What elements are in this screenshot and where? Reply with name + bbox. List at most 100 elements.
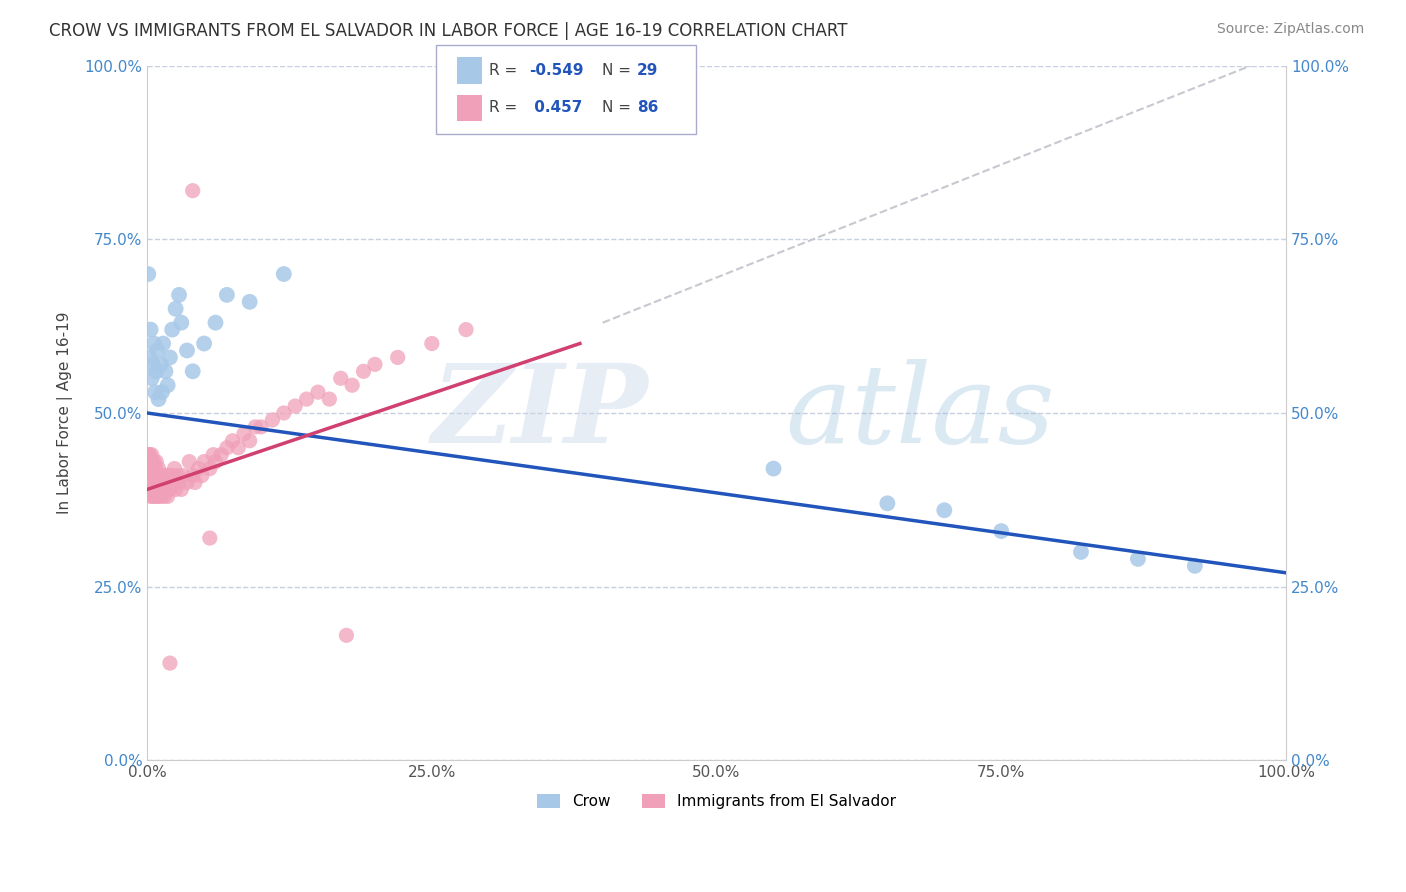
Point xyxy=(167,468,190,483)
Point xyxy=(136,267,159,281)
Point xyxy=(148,461,170,475)
Point xyxy=(215,441,238,455)
Point xyxy=(329,371,352,385)
Point xyxy=(273,406,295,420)
Point xyxy=(145,468,167,483)
Point xyxy=(245,420,267,434)
Point xyxy=(173,468,195,483)
Point xyxy=(170,483,193,497)
Point xyxy=(150,385,173,400)
Point xyxy=(159,483,181,497)
Point xyxy=(148,392,170,406)
Point xyxy=(159,656,181,670)
Point xyxy=(156,378,179,392)
Text: -0.549: -0.549 xyxy=(529,63,583,78)
Point xyxy=(204,316,226,330)
Point xyxy=(153,489,176,503)
Point xyxy=(146,489,169,503)
Point xyxy=(176,343,198,358)
Point xyxy=(165,483,187,497)
Point xyxy=(157,468,180,483)
Text: atlas: atlas xyxy=(785,359,1054,467)
Point xyxy=(233,426,256,441)
Point xyxy=(142,475,165,490)
Point xyxy=(934,503,956,517)
Point xyxy=(191,468,214,483)
Text: CROW VS IMMIGRANTS FROM EL SALVADOR IN LABOR FORCE | AGE 16-19 CORRELATION CHART: CROW VS IMMIGRANTS FROM EL SALVADOR IN L… xyxy=(49,22,848,40)
Point xyxy=(148,475,170,490)
Point xyxy=(149,357,172,371)
Point xyxy=(181,184,204,198)
Point xyxy=(284,399,307,413)
Point xyxy=(152,475,174,490)
Point xyxy=(273,267,295,281)
Point xyxy=(193,336,215,351)
Point xyxy=(136,448,159,462)
Point xyxy=(181,364,204,378)
Point xyxy=(295,392,318,406)
Point xyxy=(138,448,160,462)
Point xyxy=(141,461,163,475)
Point xyxy=(143,475,166,490)
Point xyxy=(143,483,166,497)
Point xyxy=(141,468,163,483)
Point xyxy=(139,475,162,490)
Text: 29: 29 xyxy=(637,63,658,78)
Point xyxy=(142,357,165,371)
Point xyxy=(179,455,201,469)
Point xyxy=(136,455,159,469)
Point xyxy=(143,455,166,469)
Point xyxy=(167,475,190,490)
Point xyxy=(353,364,375,378)
Point xyxy=(226,441,249,455)
Text: Source: ZipAtlas.com: Source: ZipAtlas.com xyxy=(1216,22,1364,37)
Point xyxy=(152,336,174,351)
Point xyxy=(202,448,225,462)
Text: N =: N = xyxy=(602,63,636,78)
Point xyxy=(143,461,166,475)
Point xyxy=(340,378,363,392)
Point xyxy=(143,489,166,503)
Point xyxy=(160,475,183,490)
Point xyxy=(146,343,169,358)
Point xyxy=(139,323,162,337)
Point xyxy=(141,371,163,385)
Point xyxy=(155,475,177,490)
Point xyxy=(148,489,170,503)
Point xyxy=(142,461,165,475)
Point xyxy=(876,496,898,510)
Point xyxy=(307,385,329,400)
Point xyxy=(187,461,209,475)
Text: 86: 86 xyxy=(637,100,658,115)
Point xyxy=(139,455,162,469)
Legend: Crow, Immigrants from El Salvador: Crow, Immigrants from El Salvador xyxy=(531,788,901,815)
Point xyxy=(262,413,284,427)
Point xyxy=(143,468,166,483)
Point xyxy=(160,323,183,337)
Point xyxy=(1184,558,1206,573)
Point xyxy=(364,357,387,371)
Point xyxy=(153,468,176,483)
Point xyxy=(150,468,173,483)
Point xyxy=(184,475,207,490)
Point xyxy=(1070,545,1092,559)
Point xyxy=(138,475,160,490)
Point xyxy=(239,434,262,448)
Point xyxy=(239,294,262,309)
Point xyxy=(145,364,167,378)
Point xyxy=(215,288,238,302)
Point xyxy=(139,489,162,503)
Point xyxy=(143,475,166,490)
Text: 0.457: 0.457 xyxy=(529,100,582,115)
Point xyxy=(138,351,160,365)
Point xyxy=(1126,552,1149,566)
Point xyxy=(141,448,163,462)
Point xyxy=(143,336,166,351)
Point xyxy=(420,336,443,351)
Point xyxy=(250,420,273,434)
Point xyxy=(155,483,177,497)
Point xyxy=(387,351,409,365)
Point xyxy=(318,392,340,406)
Point xyxy=(150,483,173,497)
Text: R =: R = xyxy=(489,100,523,115)
